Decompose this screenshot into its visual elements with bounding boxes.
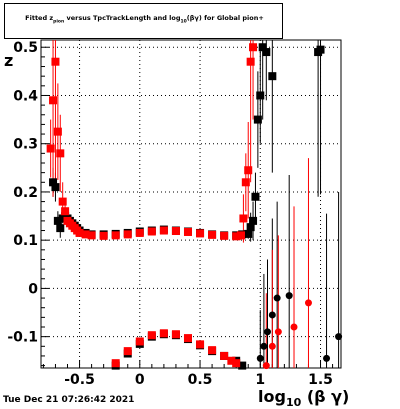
data-point [58, 197, 67, 206]
data-point [264, 328, 272, 336]
data-point [237, 231, 245, 240]
data-point [56, 224, 65, 233]
data-point [53, 216, 62, 225]
data-point [220, 231, 229, 240]
data-point [123, 230, 132, 239]
x-tick-label: 0 [135, 372, 145, 388]
data-point [246, 57, 255, 66]
y-tick-label: 0.1 [13, 233, 38, 249]
data-point [75, 228, 84, 237]
data-point [220, 351, 229, 360]
data-point [251, 192, 260, 201]
data-point [241, 178, 250, 187]
x-axis-title-main: log [258, 387, 286, 406]
chart-title: Fitted zpion versus TpcTrackLength and l… [5, 14, 284, 24]
data-point [135, 337, 144, 346]
data-point [253, 115, 262, 124]
data-point [111, 231, 120, 240]
data-point [49, 178, 58, 187]
data-point [111, 359, 120, 368]
data-point [147, 331, 156, 340]
data-point [87, 231, 96, 240]
data-point [268, 342, 276, 350]
data-markers [46, 43, 343, 370]
grid-lines [41, 40, 341, 368]
data-point [135, 228, 144, 237]
title-subscript: pion [53, 19, 65, 25]
data-point [123, 347, 132, 356]
y-tick-label: 0 [28, 281, 38, 297]
plot-frame [40, 39, 342, 369]
data-point [51, 57, 60, 66]
x-axis-title: log10 (β γ) [258, 387, 349, 409]
data-point [147, 227, 156, 236]
data-point [232, 232, 241, 241]
data-point [46, 144, 55, 153]
data-point [335, 333, 343, 341]
data-point [171, 330, 180, 339]
data-point [316, 45, 325, 54]
y-tick-label: -0.1 [7, 330, 38, 346]
data-point [208, 346, 217, 355]
y-tick-label: 0.4 [13, 88, 38, 104]
data-point [249, 216, 258, 225]
data-point [56, 149, 65, 158]
data-point [196, 340, 205, 349]
data-point [238, 361, 247, 370]
data-point [258, 43, 267, 52]
data-point [256, 91, 265, 100]
data-point [196, 229, 205, 238]
data-point [244, 229, 253, 238]
y-tick-label: 0.2 [13, 185, 38, 201]
data-point [61, 207, 70, 216]
title-part: versus TpcTrackLength and log [64, 14, 181, 22]
title-part: (βγ) for Global pion+ [186, 14, 264, 22]
data-point [262, 362, 270, 370]
data-point [274, 328, 282, 336]
data-point [285, 292, 293, 300]
data-point [183, 334, 192, 343]
title-part: Fitted z [25, 14, 54, 22]
data-point [268, 72, 277, 81]
data-point [99, 231, 108, 240]
y-tick-label: 0.5 [13, 40, 38, 56]
data-point [232, 359, 241, 368]
tick-labels: -0.5 0 0.5 1 1.5 -0.1 0 0.1 0.2 0.3 0.4 0.5 [7, 40, 333, 388]
data-point [323, 354, 331, 362]
y-tick-label: 0.3 [13, 137, 38, 153]
data-point [208, 230, 217, 239]
data-point [304, 299, 312, 307]
y-axis-title: z [4, 51, 13, 70]
data-point [159, 226, 168, 235]
data-point [53, 127, 62, 136]
data-point [81, 230, 90, 239]
data-point [290, 323, 298, 331]
error-bars [50, 40, 340, 368]
data-point [246, 223, 255, 232]
x-axis-title-subscript: 10 [286, 396, 302, 409]
data-point [268, 311, 276, 319]
data-point [171, 227, 180, 236]
data-point [159, 329, 168, 338]
data-point [51, 183, 60, 192]
title-subscript: 10 [180, 19, 187, 25]
x-tick-label: 0.5 [188, 372, 213, 388]
x-tick-label: -0.5 [64, 372, 95, 388]
x-axis-title-rest: (β γ) [301, 387, 349, 406]
x-tick-label: 1.5 [308, 372, 333, 388]
data-point [227, 356, 236, 365]
data-point [256, 354, 264, 362]
title-box: Fitted zpion versus TpcTrackLength and l… [4, 3, 283, 39]
x-tick-label: 1 [255, 372, 265, 388]
data-point [260, 342, 268, 350]
data-point [273, 294, 281, 302]
timestamp-footer: Tue Dec 21 07:26:42 2021 [3, 395, 135, 405]
data-point [249, 43, 258, 52]
data-point [239, 214, 248, 223]
data-point [183, 227, 192, 236]
data-point [49, 96, 58, 105]
data-point [244, 166, 253, 175]
data-point [262, 48, 271, 57]
